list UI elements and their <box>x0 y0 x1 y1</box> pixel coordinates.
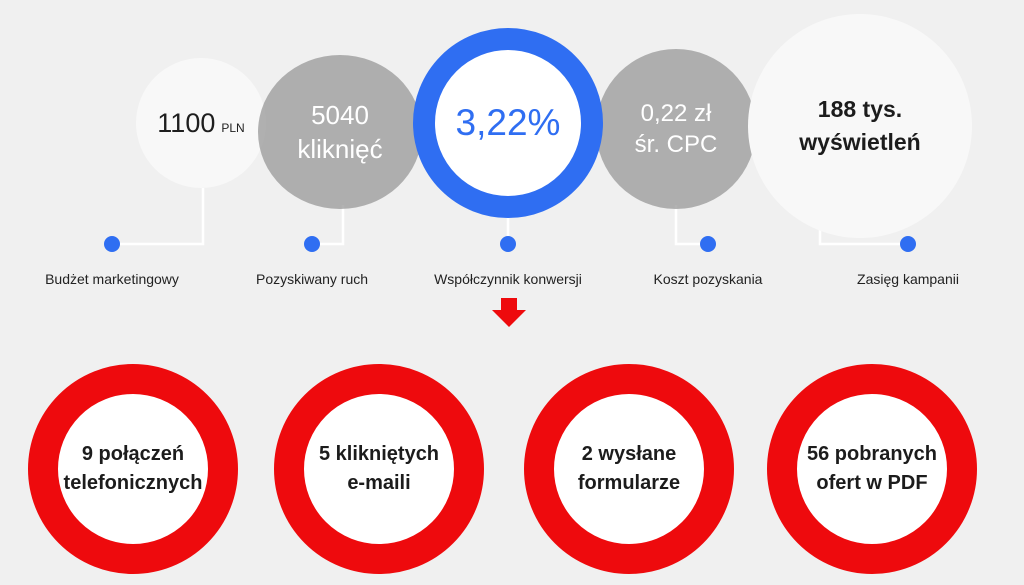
reach-dot <box>900 236 916 252</box>
cpc-value: 0,22 zł śr. CPC <box>635 98 718 160</box>
budget-dot <box>104 236 120 252</box>
conversion-label: Współczynnik konwersji <box>434 271 582 287</box>
budget-value: 1100 PLN <box>157 108 244 139</box>
connector-cpc <box>674 205 708 246</box>
budget-label: Budżet marketingowy <box>45 271 179 287</box>
connector-traffic <box>312 205 345 246</box>
traffic-value: 5040 kliknięć <box>297 98 382 166</box>
connector-reach <box>818 228 908 246</box>
reach-value: 188 tys. wyświetleń <box>799 93 920 159</box>
traffic-value-unit: kliknięć <box>297 134 383 164</box>
result-phone-calls-line2: telefonicznych <box>63 472 203 494</box>
result-phone-calls-line1: 9 połączeń <box>81 443 185 465</box>
result-forms: 2 wysłane formularze <box>524 364 734 574</box>
arrow-down-icon <box>492 298 526 327</box>
cpc-label: Koszt pozyskania <box>653 271 763 287</box>
connector-budget <box>112 188 205 246</box>
conversion-circle: 3,22% <box>413 28 603 218</box>
cpc-value-caption: śr. CPC <box>634 131 718 158</box>
result-forms-line2: formularze <box>577 472 681 494</box>
budget-circle: 1100 PLN <box>136 58 266 188</box>
result-phone-calls: 9 połączeń telefonicznych <box>28 364 238 574</box>
result-forms-line1: 2 wysłane <box>581 443 677 465</box>
traffic-dot <box>304 236 320 252</box>
result-pdf-offers: 56 pobranych ofert w PDF <box>767 364 977 574</box>
cpc-dot <box>700 236 716 252</box>
conversion-value: 3,22% <box>455 102 561 143</box>
result-emails-line1: 5 klikniętych <box>318 443 440 465</box>
result-pdf-offers-line2: ofert w PDF <box>816 472 928 494</box>
reach-label: Zasięg kampanii <box>857 271 959 287</box>
cpc-value-amount: 0,22 zł <box>640 100 712 127</box>
reach-value-number: 188 tys. <box>817 96 903 122</box>
conversion-dot <box>500 236 516 252</box>
reach-value-unit: wyświetleń <box>799 129 921 155</box>
traffic-circle: 5040 kliknięć <box>258 55 422 209</box>
result-pdf-offers-line1: 56 pobranych <box>806 443 938 465</box>
budget-unit: PLN <box>221 120 245 135</box>
result-emails: 5 klikniętych e-maili <box>274 364 484 574</box>
traffic-value-number: 5040 <box>311 100 369 130</box>
reach-circle: 188 tys. wyświetleń <box>748 14 972 238</box>
budget-amount: 1100 <box>157 107 216 138</box>
traffic-label: Pozyskiwany ruch <box>255 271 369 287</box>
cpc-circle: 0,22 zł śr. CPC <box>596 49 756 209</box>
result-emails-line2: e-maili <box>347 472 411 494</box>
